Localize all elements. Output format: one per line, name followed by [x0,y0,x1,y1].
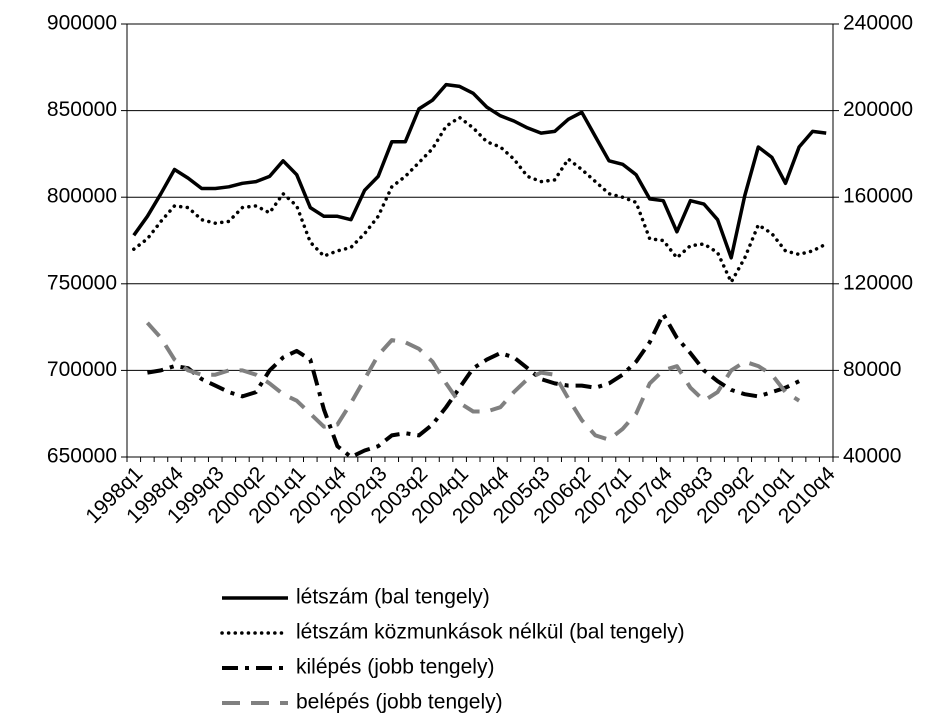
y-tick-label: 850000 [47,98,117,121]
legend-label: létszám (bal tengely) [296,586,490,609]
y2-tick-label: 120000 [843,271,913,294]
y2-tick-label: 160000 [843,185,913,208]
y2-tick-label: 240000 [843,12,913,35]
y-tick-label: 800000 [47,185,117,208]
series-line [132,82,827,260]
series-line [132,115,828,284]
legend-label: belépés (jobb tengely) [296,691,503,714]
y-tick-label: 900000 [47,12,117,35]
series-line [147,312,800,459]
y-tick-label: 700000 [47,358,117,381]
series-line [145,321,801,442]
legend-label: kilépés (jobb tengely) [296,656,494,679]
legend-label: létszám közmunkások nélkül (bal tengely) [296,621,685,644]
y-tick-label: 650000 [47,445,117,468]
y2-tick-label: 40000 [843,445,901,468]
y2-tick-label: 80000 [843,358,901,381]
y2-tick-label: 200000 [843,98,913,121]
y-tick-label: 750000 [47,271,117,294]
